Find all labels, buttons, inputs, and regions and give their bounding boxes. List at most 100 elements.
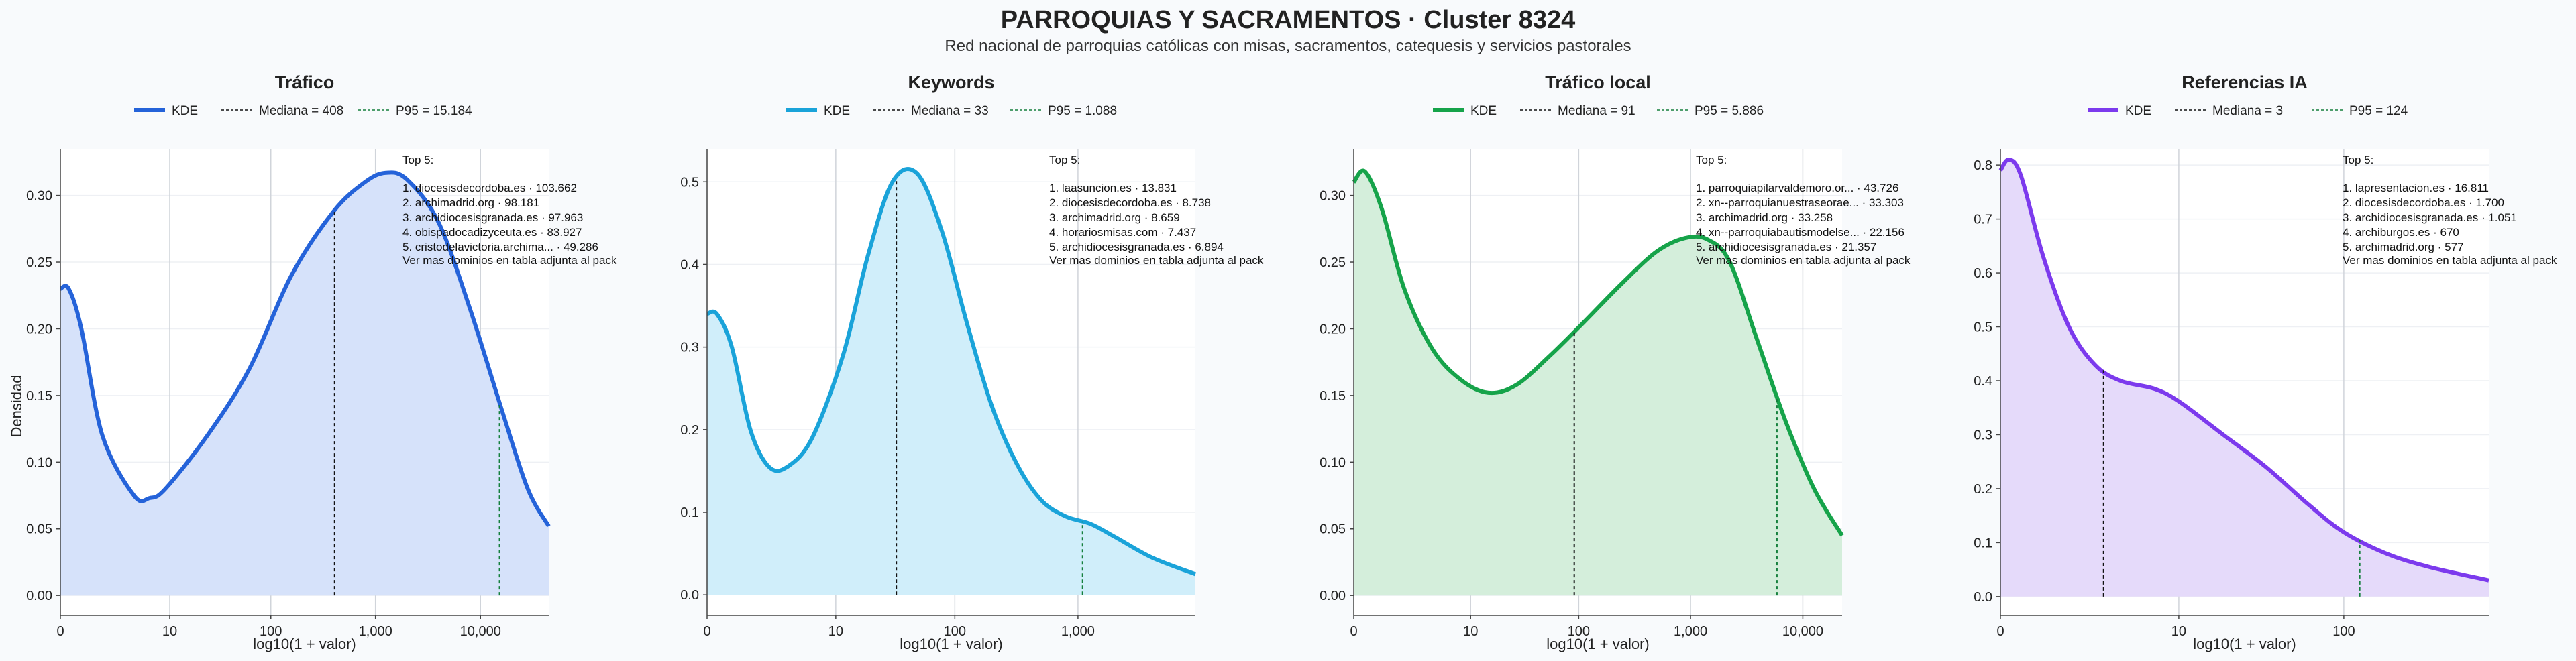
x-tick-label: 100 (1568, 624, 1590, 639)
top5-item: 4. archiburgos.es · 670 (2343, 226, 2459, 239)
top5-footer: Ver mas dominios en tabla adjunta al pac… (1696, 254, 1911, 267)
top5-item: 1. parroquiapilarvaldemoro.or... · 43.72… (1696, 182, 1898, 194)
x-tick-label: 10 (2171, 624, 2186, 639)
y-tick-label: 0.00 (26, 589, 52, 603)
y-tick-label: 0.25 (1320, 255, 1346, 270)
top5-item: 2. archimadrid.org · 98.181 (402, 196, 539, 209)
y-tick-label: 0.6 (1974, 266, 1992, 281)
panel-title: Referencias IA (2182, 72, 2308, 93)
panel-title: Tráfico local (1545, 72, 1651, 93)
y-tick-label: 0.0 (680, 588, 699, 603)
legend-kde-label: KDE (824, 104, 850, 118)
top5-item: 3. archimadrid.org · 8.659 (1049, 211, 1180, 224)
top5-item: 2. diocesisdecordoba.es · 1.700 (2343, 196, 2504, 209)
y-tick-label: 0.4 (1974, 374, 1992, 389)
x-tick-label: 10 (828, 624, 843, 639)
y-tick-label: 0.00 (1320, 589, 1346, 603)
top5-item: 2. diocesisdecordoba.es · 8.738 (1049, 196, 1211, 209)
top5-item: 4. horariosmisas.com · 7.437 (1049, 226, 1196, 239)
legend-p95-label: P95 = 15.184 (396, 104, 472, 118)
y-tick-label: 0.10 (26, 455, 52, 470)
y-tick-label: 0.0 (1974, 590, 1992, 605)
x-tick-label: 1,000 (1674, 624, 1707, 639)
x-tick-label: 10 (162, 624, 177, 639)
top5-item: 3. archidiocesisgranada.es · 1.051 (2343, 211, 2517, 224)
top5-footer: Ver mas dominios en tabla adjunta al pac… (2343, 254, 2557, 267)
x-tick-label: 100 (260, 624, 282, 639)
legend-median-label: Mediana = 3 (2212, 104, 2283, 118)
y-tick-label: 0.3 (680, 341, 699, 355)
kde-line (1352, 168, 1844, 537)
y-tick-label: 0.5 (1974, 320, 1992, 335)
x-tick-label: 0 (56, 624, 64, 639)
legend-kde-label: KDE (2125, 104, 2151, 118)
x-tick-label: 10,000 (1782, 624, 1823, 639)
legend-p95-label: P95 = 124 (2349, 104, 2408, 118)
y-tick-label: 0.2 (1974, 482, 1992, 497)
y-tick-label: 0.5 (680, 175, 699, 190)
top5-footer: Ver mas dominios en tabla adjunta al pac… (402, 254, 617, 267)
top5-item: 3. archimadrid.org · 33.258 (1696, 211, 1833, 224)
chart-panel: Keywords KDE Mediana = 33 P95 = 1.088 0.0 0.1… (680, 72, 1264, 652)
y-tick-label: 0.7 (1974, 213, 1992, 227)
y-tick-label: 0.05 (26, 522, 52, 537)
top5-item: 5. cristodelavictoria.archima... · 49.28… (402, 241, 598, 253)
y-tick-label: 0.15 (26, 389, 52, 404)
kde-area (2000, 160, 2489, 597)
chart-panel: Tráfico KDE Mediana = 408 P95 = 15.184 0.00 0… (26, 72, 617, 652)
legend-p95-label: P95 = 1.088 (1048, 104, 1117, 118)
top5-item: 2. xn--parroquianuestraseorae... · 33.30… (1696, 196, 1904, 209)
top5-item: 1. lapresentacion.es · 16.811 (2343, 182, 2489, 194)
x-axis-label: log10(1 + valor) (253, 636, 356, 652)
x-tick-label: 0 (703, 624, 710, 639)
legend-p95-label: P95 = 5.886 (1695, 104, 1764, 118)
kde-line (706, 167, 1197, 577)
top5-title: Top 5: (1696, 154, 1727, 166)
y-tick-label: 0.25 (26, 255, 52, 270)
legend-median-label: Mediana = 408 (259, 104, 343, 118)
page-title: PARROQUIAS Y SACRAMENTOS · Cluster 8324 (1001, 6, 1576, 34)
x-tick-label: 1,000 (359, 624, 392, 639)
top5-item: 3. archidiocesisgranada.es · 97.963 (402, 211, 583, 224)
kde-area (1354, 170, 1842, 596)
top5-item: 5. archimadrid.org · 577 (2343, 241, 2463, 253)
kde-line (1998, 158, 2489, 583)
top5-item: 1. laasuncion.es · 13.831 (1049, 182, 1177, 194)
chart-panel: Tráfico local KDE Mediana = 91 P95 = 5.886 0… (1320, 72, 1911, 652)
y-tick-label: 0.8 (1974, 158, 1992, 173)
x-axis-label: log10(1 + valor) (900, 636, 1002, 652)
top5-item: 5. archidiocesisgranada.es · 6.894 (1049, 241, 1224, 253)
x-tick-label: 100 (944, 624, 966, 639)
top5-item: 5. archidiocesisgranada.es · 21.357 (1696, 241, 1876, 253)
x-tick-label: 0 (1996, 624, 2004, 639)
legend-kde-label: KDE (172, 104, 198, 118)
legend-median-label: Mediana = 91 (1558, 104, 1635, 118)
top5-title: Top 5: (2343, 154, 2373, 166)
y-tick-label: 0.10 (1320, 455, 1346, 470)
y-tick-label: 0.1 (1974, 536, 1992, 550)
top5-title: Top 5: (1049, 154, 1080, 166)
top5-item: 1. diocesisdecordoba.es · 103.662 (402, 182, 577, 194)
y-tick-label: 0.20 (1320, 322, 1346, 337)
top5-footer: Ver mas dominios en tabla adjunta al pac… (1049, 254, 1264, 267)
y-tick-label: 0.3 (1974, 428, 1992, 442)
panel-title: Keywords (908, 72, 994, 93)
y-tick-label: 0.30 (1320, 189, 1346, 204)
kde-line (59, 170, 551, 528)
y-tick-label: 0.20 (26, 322, 52, 337)
y-tick-label: 0.4 (680, 257, 699, 272)
panel-title: Tráfico (275, 72, 335, 93)
chart-panel: Referencias IA KDE Mediana = 3 P95 = 124 0.0… (1974, 72, 2557, 652)
y-tick-label: 0.30 (26, 189, 52, 204)
y-tick-label: 0.05 (1320, 522, 1346, 537)
x-tick-label: 1,000 (1061, 624, 1095, 639)
top5-title: Top 5: (402, 154, 433, 166)
x-tick-label: 0 (1350, 624, 1357, 639)
page-subtitle: Red nacional de parroquias católicas con… (945, 37, 1631, 55)
x-axis-label: log10(1 + valor) (2193, 636, 2296, 652)
x-tick-label: 10,000 (460, 624, 501, 639)
x-tick-label: 100 (2332, 624, 2355, 639)
x-axis-label: log10(1 + valor) (1546, 636, 1649, 652)
